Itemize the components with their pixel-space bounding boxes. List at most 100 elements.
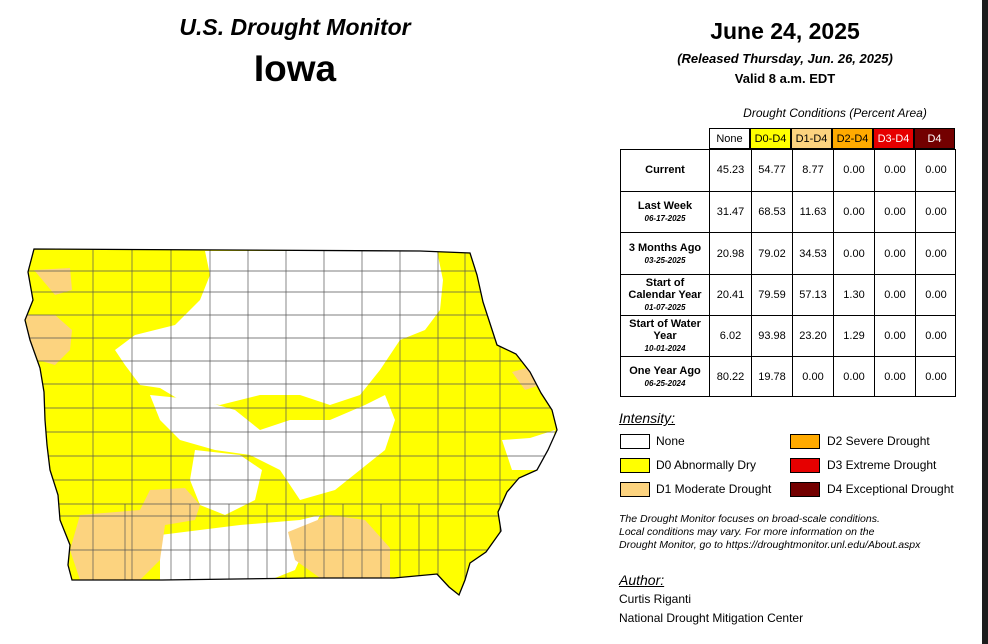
table-cell: 80.22 xyxy=(716,371,745,383)
legend-label: D3 Extreme Drought xyxy=(827,458,937,472)
table-cell: 23.20 xyxy=(792,316,833,357)
table-cell: 79.02 xyxy=(751,233,792,275)
table-cell: 31.47 xyxy=(716,206,745,218)
row-date: 06-25-2024 xyxy=(644,378,686,388)
table-cell: 8.77 xyxy=(792,150,833,191)
row-date: 03-25-2025 xyxy=(644,255,686,265)
table-cell: 20.41 xyxy=(716,289,745,301)
legend-swatch xyxy=(620,458,650,473)
table-cell: 54.77 xyxy=(751,150,792,191)
row-label-text: One Year Ago xyxy=(629,364,701,377)
table-cell: 0.00 xyxy=(833,192,874,233)
none-region-south xyxy=(160,515,320,580)
table-cell: 0.00 xyxy=(833,150,874,191)
table-row: Last Week 06-17-2025 31.47 68.53 11.63 0.00 0.… xyxy=(621,191,956,233)
table-cell: 0.00 xyxy=(874,150,915,191)
table-cell: 0.00 xyxy=(915,150,956,191)
none-region-central xyxy=(150,395,395,500)
d1-region-northwest xyxy=(34,268,72,295)
table-cell: 0.00 xyxy=(874,192,915,233)
d1-region-southwest xyxy=(70,488,200,580)
table-cell: 0.00 xyxy=(874,275,915,316)
iowa-drought-map xyxy=(24,248,558,597)
county-boundaries xyxy=(25,249,557,595)
legend-swatch xyxy=(620,434,650,449)
table-cell: 0.00 xyxy=(792,357,833,397)
table-cell: 1.30 xyxy=(833,275,874,316)
map-title: U.S. Drought Monitor xyxy=(179,14,411,40)
state-name: Iowa xyxy=(253,48,337,89)
column-header-4: D3-D4 xyxy=(873,128,914,149)
table-caption: Drought Conditions (Percent Area) xyxy=(743,106,927,120)
legend-swatch xyxy=(790,434,820,449)
table-cell: 93.98 xyxy=(751,316,792,357)
legend-label: D1 Moderate Drought xyxy=(656,482,772,496)
row-label-text: Start of Water Year xyxy=(629,318,701,342)
row-label: Last Week 06-17-2025 xyxy=(621,192,710,233)
legend-label: None xyxy=(656,434,685,448)
table-cell: 0.00 xyxy=(874,316,915,357)
note-line-1: The Drought Monitor focuses on broad-sca… xyxy=(619,513,880,525)
table-cell: 0.00 xyxy=(915,233,956,275)
table-cell: 11.63 xyxy=(792,192,833,233)
table-cell: 0.00 xyxy=(874,357,915,397)
row-label: Start of Water Year 10-01-2024 xyxy=(621,316,710,357)
table-cell: 68.53 xyxy=(751,192,792,233)
note-line-2: Local conditions may vary. For more info… xyxy=(619,526,875,538)
author-title: Author: xyxy=(619,572,665,588)
table-cell: 57.13 xyxy=(792,275,833,316)
table-cell: 0.00 xyxy=(833,233,874,275)
row-label-text: Start of Calendar Year xyxy=(628,277,702,301)
none-region-east xyxy=(502,430,555,470)
legend-swatch xyxy=(790,482,820,497)
row-date: 01-07-2025 xyxy=(644,303,686,312)
table-cell: 0.00 xyxy=(915,316,956,357)
row-label: 3 Months Ago 03-25-2025 xyxy=(621,233,710,275)
table-cell: 6.02 xyxy=(719,330,742,342)
disclaimer-note: The Drought Monitor focuses on broad-sca… xyxy=(619,513,969,552)
author-org: National Drought Mitigation Center xyxy=(619,611,804,625)
row-label-text: 3 Months Ago xyxy=(628,241,702,254)
table-cell: 0.00 xyxy=(874,233,915,275)
column-header-0: None xyxy=(709,128,750,149)
column-header-5: D4 xyxy=(914,128,955,149)
none-region-southwest-central xyxy=(190,450,262,515)
column-header-3: D2-D4 xyxy=(832,128,873,149)
table-cell: 79.59 xyxy=(751,275,792,316)
table-cell: 0.00 xyxy=(915,192,956,233)
table-cell: 0.00 xyxy=(833,357,874,397)
legend-swatch xyxy=(790,458,820,473)
d1-region-south-central xyxy=(288,515,390,578)
release-date: (Released Thursday, Jun. 26, 2025) xyxy=(677,51,893,66)
legend-label: D0 Abnormally Dry xyxy=(656,458,757,472)
row-label-text: Current xyxy=(645,164,685,176)
iowa-state-outline xyxy=(24,248,558,597)
legend-swatch xyxy=(620,482,650,497)
legend-title: Intensity: xyxy=(619,410,676,426)
table-row: 3 Months Ago 03-25-2025 20.98 79.02 34.53 0.0… xyxy=(621,232,956,275)
table-row: One Year Ago 06-25-2024 80.22 19.78 0.00 0.00… xyxy=(621,356,956,397)
none-region-north-central xyxy=(115,251,443,405)
table-row: Start of Calendar Year 01-07-2025 20.41 79.… xyxy=(621,274,956,316)
row-label: Start of Calendar Year 01-07-2025 xyxy=(621,275,710,316)
row-date: 10-01-2024 xyxy=(644,344,686,353)
row-label-text: Last Week xyxy=(637,200,693,212)
table-cell: 20.98 xyxy=(716,248,745,260)
row-label: One Year Ago 06-25-2024 xyxy=(621,357,710,397)
table-cell: 45.23 xyxy=(716,164,745,176)
legend-label: D2 Severe Drought xyxy=(827,434,930,448)
table-cell: 0.00 xyxy=(915,357,956,397)
table-row: Current 45.23 54.77 8.77 0.00 0.00 0.00 xyxy=(621,150,955,191)
row-date: 06-17-2025 xyxy=(644,214,686,223)
column-header-1: D0-D4 xyxy=(750,128,791,149)
valid-time: Valid 8 a.m. EDT xyxy=(734,71,836,86)
table-cell: 1.29 xyxy=(833,316,874,357)
table-cell: 0.00 xyxy=(915,275,956,316)
table-row: Start of Water Year 10-01-2024 6.02 93.98 23… xyxy=(621,315,956,357)
map-date: June 24, 2025 xyxy=(710,18,860,44)
table-cell: 34.53 xyxy=(792,233,833,275)
window-edge xyxy=(982,0,988,644)
row-label: Current xyxy=(621,150,710,191)
d1-region-west xyxy=(25,315,72,365)
note-line-3: Drought Monitor, go to https://droughtmo… xyxy=(619,539,921,551)
